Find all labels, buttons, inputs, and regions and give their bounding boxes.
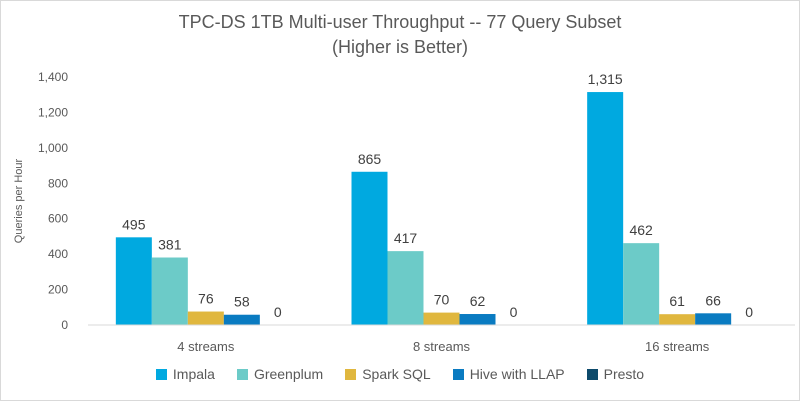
legend-swatch (345, 368, 357, 380)
legend-item: Spark SQL (345, 366, 431, 382)
y-tick-label: 0 (61, 318, 68, 332)
x-category-label: 8 streams (413, 339, 471, 354)
legend: Impala Greenplum Spark SQL Hive with LLAP Pr… (0, 366, 800, 382)
legend-item: Presto (586, 366, 645, 382)
y-tick-label: 800 (48, 176, 68, 190)
legend-label: Presto (603, 366, 645, 382)
bar-data-label: 462 (629, 222, 653, 238)
bar-data-label: 865 (358, 151, 382, 167)
y-tick-label: 1,400 (38, 70, 68, 84)
legend-item: Greenplum (236, 366, 324, 382)
legend-label: Spark SQL (362, 366, 431, 382)
bar-data-label: 0 (745, 304, 753, 320)
y-tick-label: 1,000 (38, 141, 68, 155)
y-tick-label: 400 (48, 247, 68, 261)
legend-swatch (155, 368, 167, 380)
bar (423, 312, 460, 325)
chart-title: TPC-DS 1TB Multi-user Throughput -- 77 Q… (178, 12, 622, 32)
bar (459, 314, 496, 325)
y-axis-label: Queries per Hour (13, 158, 25, 243)
legend-item: Hive with LLAP (452, 366, 565, 382)
bar-data-label: 495 (122, 216, 146, 232)
y-tick-label: 1,200 (38, 105, 68, 119)
y-tick-label: 200 (48, 283, 68, 297)
bar (351, 171, 388, 325)
bar (695, 313, 732, 325)
bar-data-label: 381 (158, 237, 182, 253)
chart-title-block: TPC-DS 1TB Multi-user Throughput -- 77 Q… (0, 10, 800, 60)
legend-item: Impala (155, 366, 215, 382)
legend-label: Greenplum (253, 366, 324, 382)
legend-swatch (586, 368, 598, 380)
bar (587, 92, 624, 325)
legend-swatch (236, 368, 248, 380)
bar-data-label: 0 (510, 304, 518, 320)
bar-data-label: 62 (470, 293, 486, 309)
bar-data-label: 417 (394, 230, 418, 246)
bar (151, 257, 188, 325)
bar (387, 251, 424, 325)
legend-swatch (452, 368, 464, 380)
y-axis-ticks: 0 200 400 600 800 1,000 1,200 1,400 (38, 70, 68, 332)
data-labels: 495 381 76 58 0 865 417 70 62 0 1,315 462 61 66 0 (122, 71, 753, 320)
bar-data-label: 61 (669, 293, 685, 309)
bar-data-label: 66 (705, 292, 721, 308)
y-tick-label: 600 (48, 212, 68, 226)
legend-label: Impala (172, 366, 215, 382)
bar-data-label: 70 (434, 292, 450, 308)
bar (659, 314, 696, 325)
chart-subtitle: (Higher is Better) (331, 37, 469, 57)
bar-data-label: 76 (198, 291, 214, 307)
legend-label: Hive with LLAP (469, 366, 565, 382)
x-category-label: 4 streams (177, 339, 235, 354)
bars (115, 92, 732, 325)
x-axis-categories: 4 streams 8 streams 16 streams (177, 339, 710, 354)
bar (623, 243, 660, 325)
bar-data-label: 0 (274, 304, 282, 320)
x-category-label: 16 streams (645, 339, 710, 354)
bar (187, 311, 224, 325)
bar (115, 237, 152, 325)
bar-data-label: 58 (234, 294, 250, 310)
bar-data-label: 1,315 (588, 71, 623, 87)
bar (223, 314, 260, 325)
